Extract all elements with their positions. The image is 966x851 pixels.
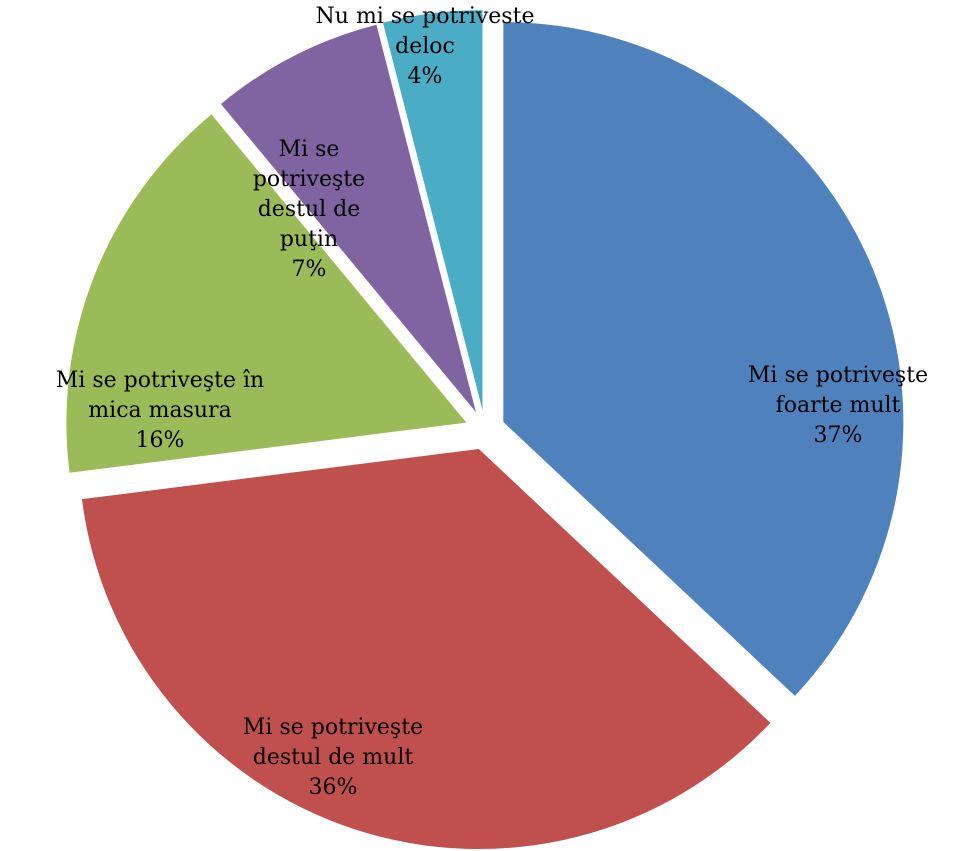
slice-label-4: Mi se potriveşte destul de puţin 7% [253, 137, 365, 282]
slice-label-5: Nu mi se potriveste deloc 4% [316, 4, 535, 89]
slice-category-label: puţin [280, 227, 338, 252]
slice-category-label: deloc [395, 34, 455, 59]
slice-category-label: Mi se potriveşte [748, 363, 928, 388]
slice-category-label: mica masura [88, 398, 231, 423]
pie-slice-4 [220, 24, 476, 413]
slice-label-2: Mi se potriveşte destul de mult 36% [243, 715, 423, 800]
slice-category-label: potriveşte [253, 167, 365, 192]
pie-slice-1 [503, 22, 904, 696]
slice-percent-label: 16% [136, 428, 185, 453]
slice-category-label: foarte mult [776, 393, 901, 418]
slice-category-label: Nu mi se potriveste [316, 4, 535, 29]
slice-percent-label: 36% [309, 775, 358, 800]
slice-percent-label: 4% [408, 64, 443, 89]
pie-slice-3 [66, 114, 467, 473]
slice-category-label: Mi se [279, 137, 340, 162]
slice-category-label: Mi se potriveşte în [56, 368, 264, 393]
slice-percent-label: 7% [292, 257, 327, 282]
slice-label-1: Mi se potriveşte foarte mult 37% [748, 363, 928, 448]
pie-slice-2 [81, 449, 771, 850]
slice-label-3: Mi se potriveşte în mica masura 16% [56, 368, 264, 453]
labels-layer: Mi se potriveşte foarte mult 37%Mi se potr… [56, 4, 928, 800]
slices-layer [66, 10, 904, 850]
slice-category-label: destul de [258, 197, 361, 222]
slice-category-label: Mi se potriveşte [243, 715, 423, 740]
slice-percent-label: 37% [814, 423, 863, 448]
pie-slice-5 [383, 10, 483, 411]
slice-category-label: destul de mult [253, 745, 414, 770]
